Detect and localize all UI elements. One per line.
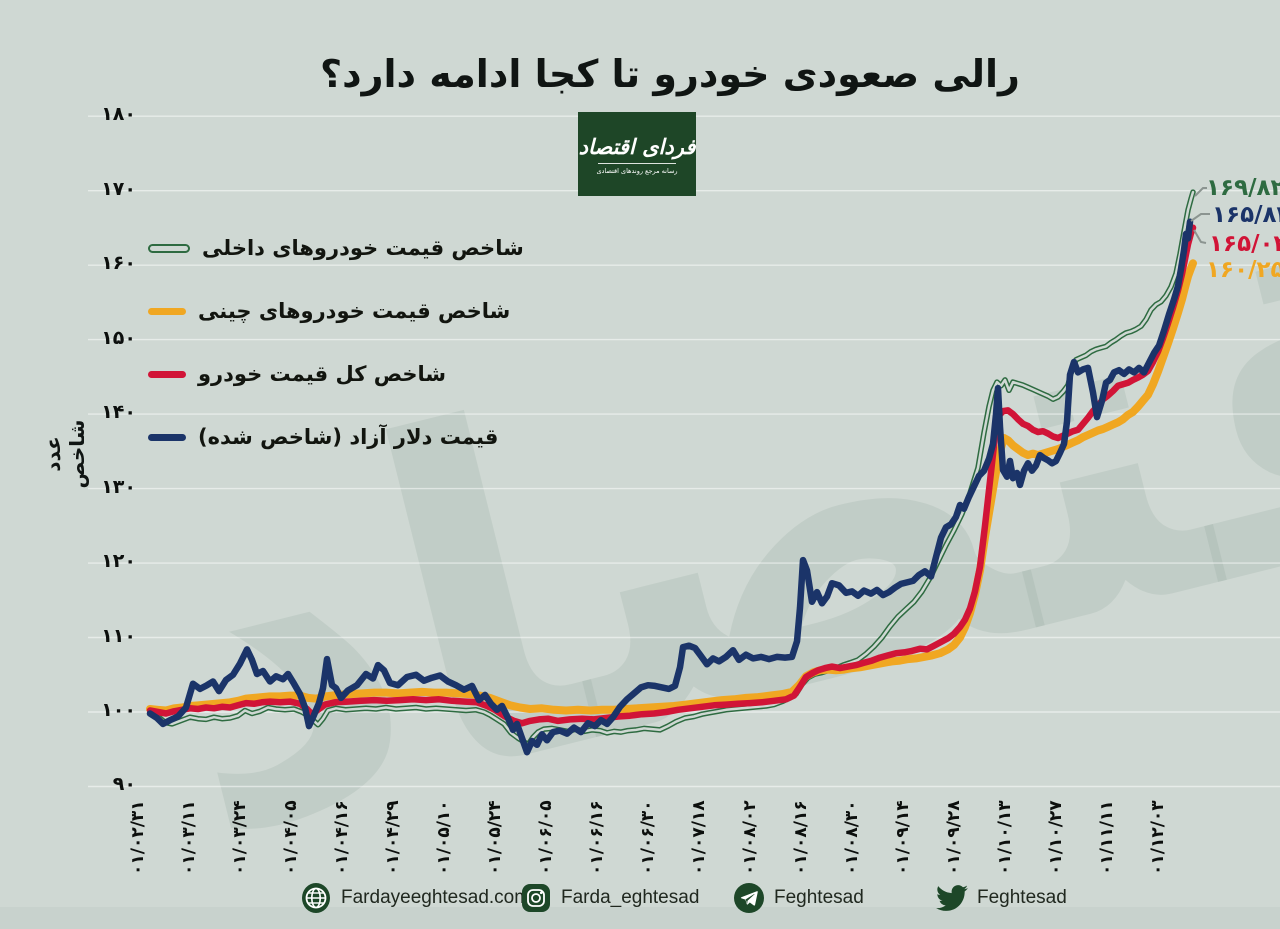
brand-logo-tagline: رسانه مرجع روندهای اقتصادی (596, 166, 678, 175)
y-tick-label: ۱۵۰ (101, 326, 136, 349)
footer-link-telegram[interactable]: Feghtesad (733, 882, 864, 914)
legend-swatch-total (148, 370, 186, 378)
x-tick-label: ۰۱/۰۵/۲۴ (485, 800, 505, 875)
end-label-connector-0 (1194, 187, 1207, 197)
twitter-icon (936, 885, 968, 911)
x-tick-label: ۰۱/۰۳/۱۱ (179, 800, 199, 875)
legend-item-total: شاخص کل قیمت خودرو (148, 362, 446, 386)
x-tick-label: ۰۱/۱۰/۲۷ (1046, 800, 1066, 875)
x-tick-label: ۰۱/۰۵/۱۰ (434, 800, 454, 875)
globe-icon (302, 883, 330, 913)
y-tick-label: ۱۰۰ (101, 699, 136, 721)
y-tick-label: ۱۷۰ (101, 177, 136, 200)
x-tick-label: ۰۱/۰۶/۱۶ (587, 800, 607, 875)
y-tick-label: ۱۲۰ (101, 550, 136, 573)
legend-label-total: شاخص کل قیمت خودرو (198, 362, 447, 386)
x-tick-label: ۰۱/۰۸/۳۰ (842, 800, 862, 875)
x-tick-label: ۰۱/۱۲/۰۳ (1148, 800, 1168, 875)
end-value-chinese: ۱۶۰/۲۵ (1206, 257, 1280, 283)
x-tick-label: ۰۱/۰۴/۱۶ (332, 800, 352, 875)
page-title: رالی صعودی خودرو تا کجا ادامه دارد؟ (320, 52, 1020, 96)
footer-link-instagram[interactable]: Farda_eghtesad (520, 882, 699, 914)
end-value-domestic: ۱۶۹/۸۲ (1206, 175, 1280, 201)
x-tick-label: ۰۱/۰۴/۰۵ (281, 800, 301, 875)
footer-telegram-text: Feghtesad (774, 887, 864, 908)
x-tick-label: ۰۱/۰۸/۱۶ (791, 800, 811, 875)
legend-label-dollar: قیمت دلار آزاد (شاخص شده) (198, 425, 499, 449)
y-tick-label: ۱۶۰ (101, 252, 136, 275)
instagram-icon (522, 884, 550, 912)
x-tick-label: ۰۱/۱۰/۱۳ (995, 800, 1015, 875)
legend-label-chinese: شاخص قیمت خودروهای چینی (198, 299, 511, 323)
y-tick-label: ۱۳۰ (101, 475, 136, 498)
y-tick-label: ۹۰ (112, 773, 136, 796)
y-tick-label: ۱۱۰ (101, 624, 136, 647)
y-tick-label: ۱۸۰ (101, 103, 136, 126)
brand-logo-name: فردای اقتصاد (578, 133, 696, 159)
legend-swatch-dollar (148, 433, 186, 441)
series-line-1 (146, 259, 1197, 715)
x-tick-label: ۰۱/۰۹/۲۸ (944, 800, 964, 875)
end-label-connector-1 (1190, 213, 1210, 222)
end-value-dollar: ۱۶۵/۸۴ (1212, 202, 1280, 228)
x-tick-label: ۰۱/۰۳/۲۴ (230, 800, 250, 875)
x-tick-label: ۰۱/۰۹/۱۴ (893, 800, 913, 875)
telegram-icon (734, 883, 764, 913)
brand-logo-divider (598, 162, 676, 164)
footer-twitter-text: Feghtesad (977, 887, 1067, 908)
x-tick-label: ۰۱/۰۷/۱۸ (689, 800, 709, 875)
series-line-3 (146, 218, 1194, 756)
legend-swatch-domestic (148, 243, 190, 253)
x-tick-label: ۰۱/۰۶/۰۵ (536, 800, 556, 875)
legend-item-dollar: قیمت دلار آزاد (شاخص شده) (148, 425, 498, 449)
x-tick-label: ۰۱/۰۴/۲۹ (383, 800, 403, 875)
y-axis-title: عدد شاخص (41, 419, 89, 489)
end-label-connector-2 (1193, 229, 1207, 244)
bottom-band (0, 907, 1280, 929)
legend-item-chinese: شاخص قیمت خودروهای چینی (148, 299, 510, 323)
footer-website-text: Fardayeeghtesad.com (341, 887, 531, 908)
footer-link-website[interactable]: Fardayeeghtesad.com (300, 882, 530, 914)
y-tick-label: ۱۴۰ (101, 401, 136, 424)
footer-link-twitter[interactable]: Feghtesad (936, 882, 1067, 914)
footer-instagram-text: Farda_eghtesad (561, 887, 700, 908)
legend-item-domestic: شاخص قیمت خودروهای داخلی (148, 236, 524, 260)
x-tick-label: ۰۱/۱۱/۱۱ (1097, 800, 1117, 875)
x-tick-label: ۰۱/۰۶/۳۰ (638, 800, 658, 875)
brand-logo: فردای اقتصاد رسانه مرجع روندهای اقتصادی (578, 112, 696, 196)
end-value-total: ۱۶۵/۰۳ (1209, 231, 1280, 257)
series-line-2 (146, 224, 1197, 727)
x-tick-label: ۰۱/۰۲/۳۱ (128, 800, 148, 875)
legend-swatch-chinese (148, 307, 186, 315)
legend-label-domestic: شاخص قیمت خودروهای داخلی (202, 236, 524, 260)
x-tick-label: ۰۱/۰۸/۰۲ (740, 800, 760, 875)
